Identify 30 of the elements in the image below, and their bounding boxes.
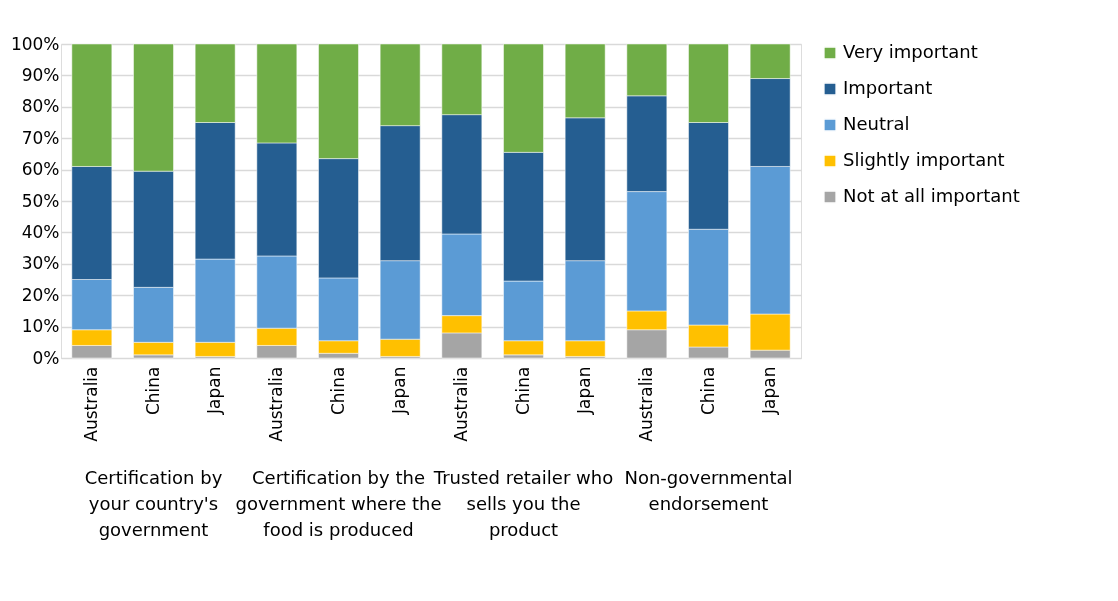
y-tick-label: 60% [21,159,60,180]
x-tick-label: China [327,366,348,416]
legend-label: Very important [843,41,978,62]
legend-label: Slightly important [843,149,1005,170]
y-tick-label: 50% [21,190,60,211]
y-tick-label: 70% [21,127,60,148]
y-tick-label: 80% [21,96,60,117]
legend-label: Important [843,77,933,98]
x-tick-label: Australia [80,366,101,442]
x-tick-label: Japan [389,366,410,415]
x-tick-label: Japan [759,366,780,415]
text: Non-governmental endorsement [624,467,793,514]
x-tick-label: Japan [204,366,225,415]
legend-label: Not at all important [843,185,1020,206]
y-tick-label: 40% [21,221,60,242]
x-tick-label: Australia [265,366,286,442]
y-tick-label: 20% [21,284,60,305]
y-tick-label: 30% [21,253,60,274]
x-tick-label: China [512,366,533,416]
x-tick-label: Australia [635,366,656,442]
y-tick-label: 90% [21,64,60,85]
y-tick-label: 0% [32,347,60,368]
y-tick-label: 10% [21,316,60,337]
text: Certification by your country's government [84,467,223,540]
legend-label: Neutral [843,113,910,134]
x-tick-label: Australia [450,366,471,442]
y-tick-label: 100% [10,33,60,54]
x-tick-label: China [697,366,718,416]
x-tick-label: China [142,366,163,416]
x-tick-label: Japan [574,366,595,415]
